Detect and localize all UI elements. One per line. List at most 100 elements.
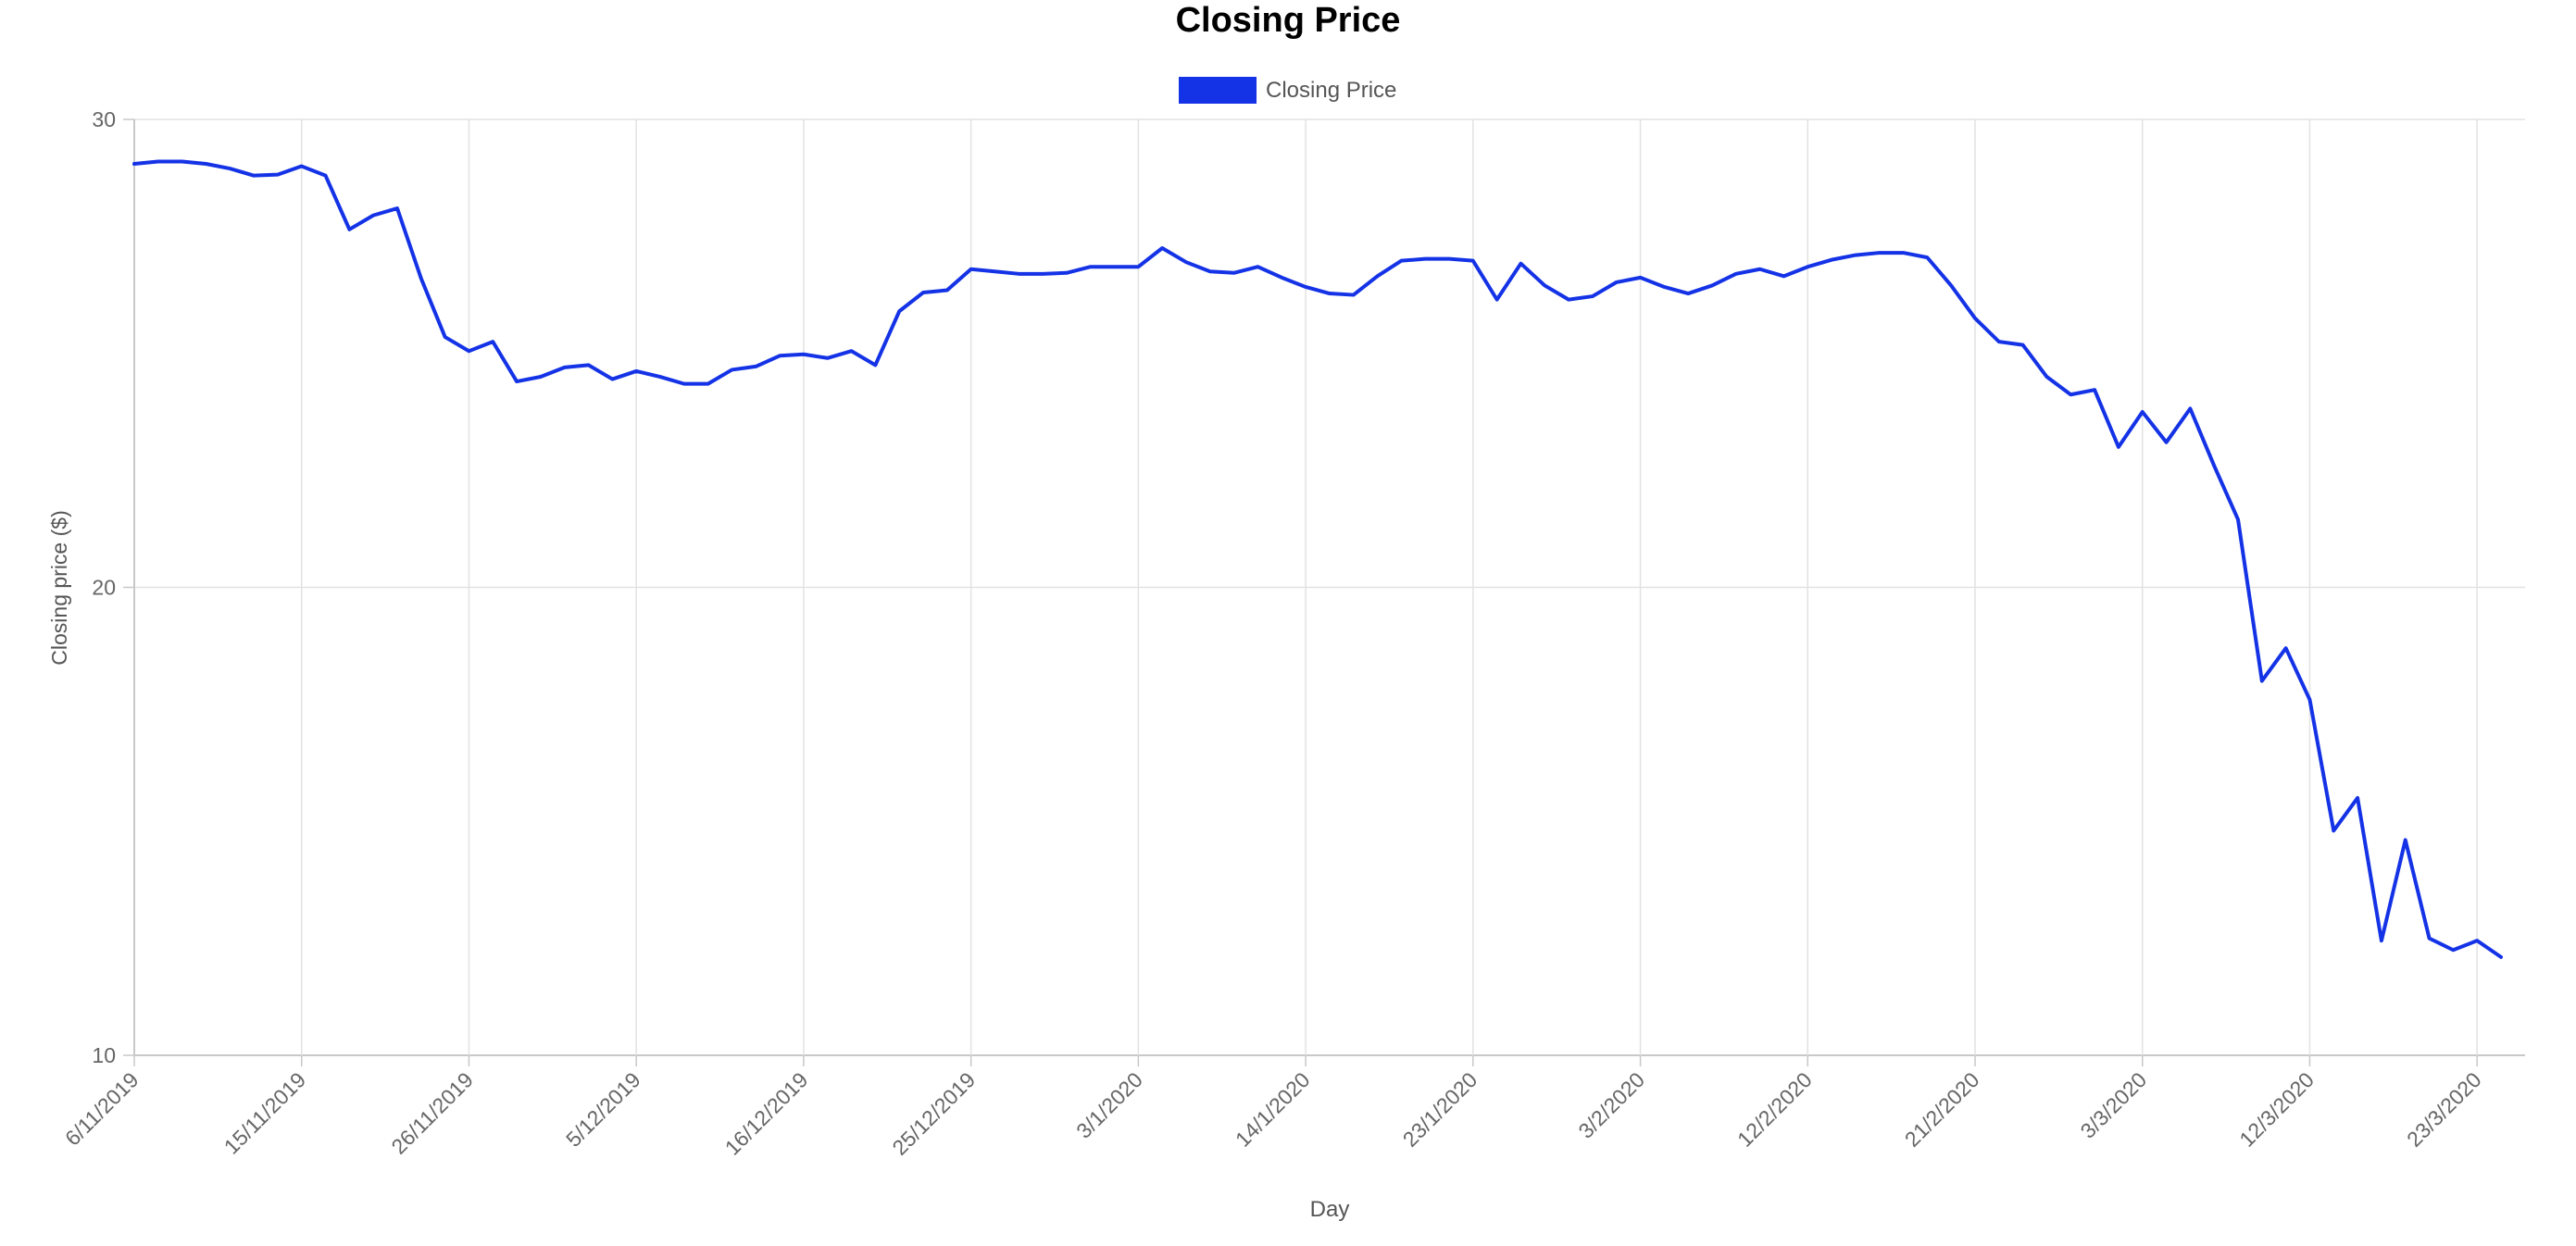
data-point[interactable]: [753, 364, 758, 369]
data-point[interactable]: [920, 290, 926, 295]
data-point[interactable]: [992, 268, 997, 274]
data-point[interactable]: [443, 334, 448, 340]
data-point[interactable]: [2140, 409, 2145, 415]
data-point[interactable]: [323, 173, 329, 179]
data-point[interactable]: [1590, 293, 1595, 299]
data-point[interactable]: [1064, 270, 1069, 276]
data-point[interactable]: [514, 379, 519, 384]
data-point[interactable]: [1901, 250, 1907, 255]
data-point[interactable]: [586, 362, 592, 368]
data-point[interactable]: [1948, 282, 1954, 288]
legend[interactable]: Closing Price: [1179, 77, 1396, 104]
data-point[interactable]: [1757, 267, 1763, 272]
data-point[interactable]: [1470, 258, 1476, 264]
data-point[interactable]: [2020, 343, 2026, 348]
data-point[interactable]: [944, 288, 950, 293]
data-point[interactable]: [1972, 316, 1978, 321]
data-point[interactable]: [1016, 271, 1021, 277]
data-point[interactable]: [2259, 679, 2265, 684]
data-point[interactable]: [562, 365, 568, 370]
data-point[interactable]: [1446, 256, 1452, 262]
data-point[interactable]: [1829, 257, 1834, 263]
data-point[interactable]: [2379, 938, 2384, 943]
data-point[interactable]: [1685, 291, 1691, 296]
data-point[interactable]: [896, 308, 902, 314]
data-point[interactable]: [1112, 264, 1118, 269]
series-line-closing-price[interactable]: [132, 159, 2503, 959]
data-point[interactable]: [1040, 271, 1045, 277]
data-point[interactable]: [1422, 256, 1428, 262]
data-point[interactable]: [1853, 253, 1858, 258]
data-point[interactable]: [490, 339, 495, 344]
data-point[interactable]: [2235, 517, 2241, 522]
data-point[interactable]: [419, 276, 424, 281]
data-point[interactable]: [1207, 268, 1213, 274]
data-point[interactable]: [2187, 405, 2193, 411]
data-point[interactable]: [706, 381, 711, 387]
data-point[interactable]: [1183, 259, 1189, 265]
data-point[interactable]: [2403, 837, 2408, 842]
data-point[interactable]: [203, 161, 208, 167]
data-point[interactable]: [1614, 280, 1619, 285]
data-point[interactable]: [1279, 275, 1284, 280]
data-point[interactable]: [825, 355, 831, 361]
data-point[interactable]: [609, 377, 615, 382]
data-point[interactable]: [2092, 387, 2097, 392]
data-point[interactable]: [1996, 339, 2002, 344]
data-point[interactable]: [729, 367, 734, 372]
data-point[interactable]: [1088, 264, 1094, 269]
data-point[interactable]: [1805, 264, 1810, 269]
data-point[interactable]: [1232, 270, 1237, 276]
data-point[interactable]: [2044, 374, 2049, 380]
data-point[interactable]: [1518, 261, 1523, 267]
data-point[interactable]: [1733, 271, 1739, 277]
data-point[interactable]: [251, 173, 256, 179]
data-point[interactable]: [1494, 297, 1500, 303]
data-point[interactable]: [346, 227, 352, 232]
data-point[interactable]: [2355, 795, 2360, 801]
data-point[interactable]: [2474, 938, 2480, 943]
data-point[interactable]: [849, 348, 855, 354]
data-point[interactable]: [2450, 947, 2456, 953]
data-point[interactable]: [2211, 463, 2217, 468]
data-point[interactable]: [2068, 392, 2073, 397]
data-point[interactable]: [2116, 444, 2121, 450]
data-point[interactable]: [156, 158, 161, 164]
data-point[interactable]: [1924, 255, 1930, 260]
data-point[interactable]: [1255, 264, 1260, 269]
data-point[interactable]: [180, 158, 185, 164]
data-point[interactable]: [2331, 828, 2336, 833]
data-point[interactable]: [299, 164, 305, 169]
data-point[interactable]: [657, 374, 663, 380]
data-point[interactable]: [1327, 291, 1332, 296]
data-point[interactable]: [1542, 282, 1547, 288]
data-point[interactable]: [1877, 250, 1882, 255]
data-point[interactable]: [801, 352, 807, 357]
data-point[interactable]: [633, 368, 639, 374]
data-point[interactable]: [969, 267, 974, 272]
data-point[interactable]: [2427, 936, 2432, 941]
data-point[interactable]: [227, 166, 232, 171]
data-point[interactable]: [1303, 284, 1308, 290]
data-point[interactable]: [2164, 440, 2170, 445]
data-point[interactable]: [1638, 275, 1644, 280]
data-point[interactable]: [466, 348, 471, 354]
data-point[interactable]: [1566, 297, 1571, 303]
data-point[interactable]: [1709, 282, 1715, 288]
data-point[interactable]: [1135, 264, 1141, 269]
data-point[interactable]: [1661, 284, 1667, 290]
data-point[interactable]: [370, 213, 376, 218]
data-point[interactable]: [777, 353, 782, 358]
data-point[interactable]: [275, 172, 281, 178]
data-point[interactable]: [131, 161, 137, 167]
data-point[interactable]: [1398, 258, 1404, 264]
data-point[interactable]: [394, 206, 400, 211]
data-point[interactable]: [872, 362, 878, 368]
data-point[interactable]: [2307, 697, 2312, 703]
data-point[interactable]: [2283, 645, 2289, 651]
data-point[interactable]: [538, 374, 544, 380]
data-point[interactable]: [682, 381, 687, 387]
data-point[interactable]: [1781, 273, 1786, 279]
data-point[interactable]: [1375, 273, 1381, 279]
data-point[interactable]: [2498, 954, 2504, 960]
